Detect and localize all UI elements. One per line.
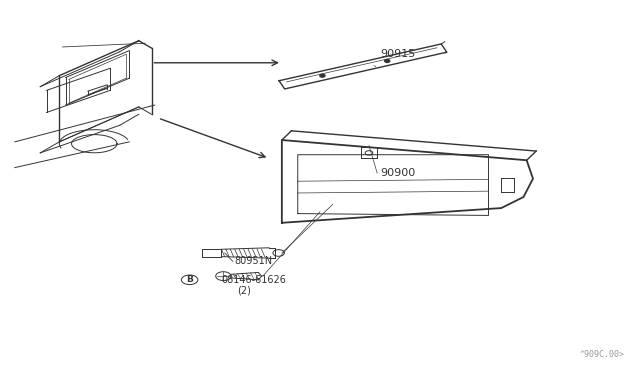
Circle shape <box>385 60 390 62</box>
Text: 90915: 90915 <box>380 49 415 59</box>
Text: (2): (2) <box>237 286 252 296</box>
Text: B: B <box>186 275 193 284</box>
Circle shape <box>320 74 325 77</box>
Text: 80951N: 80951N <box>234 256 272 266</box>
Text: ^909C.00>: ^909C.00> <box>580 350 625 359</box>
Text: 08146-61626: 08146-61626 <box>221 275 286 285</box>
Text: 90900: 90900 <box>380 168 415 178</box>
